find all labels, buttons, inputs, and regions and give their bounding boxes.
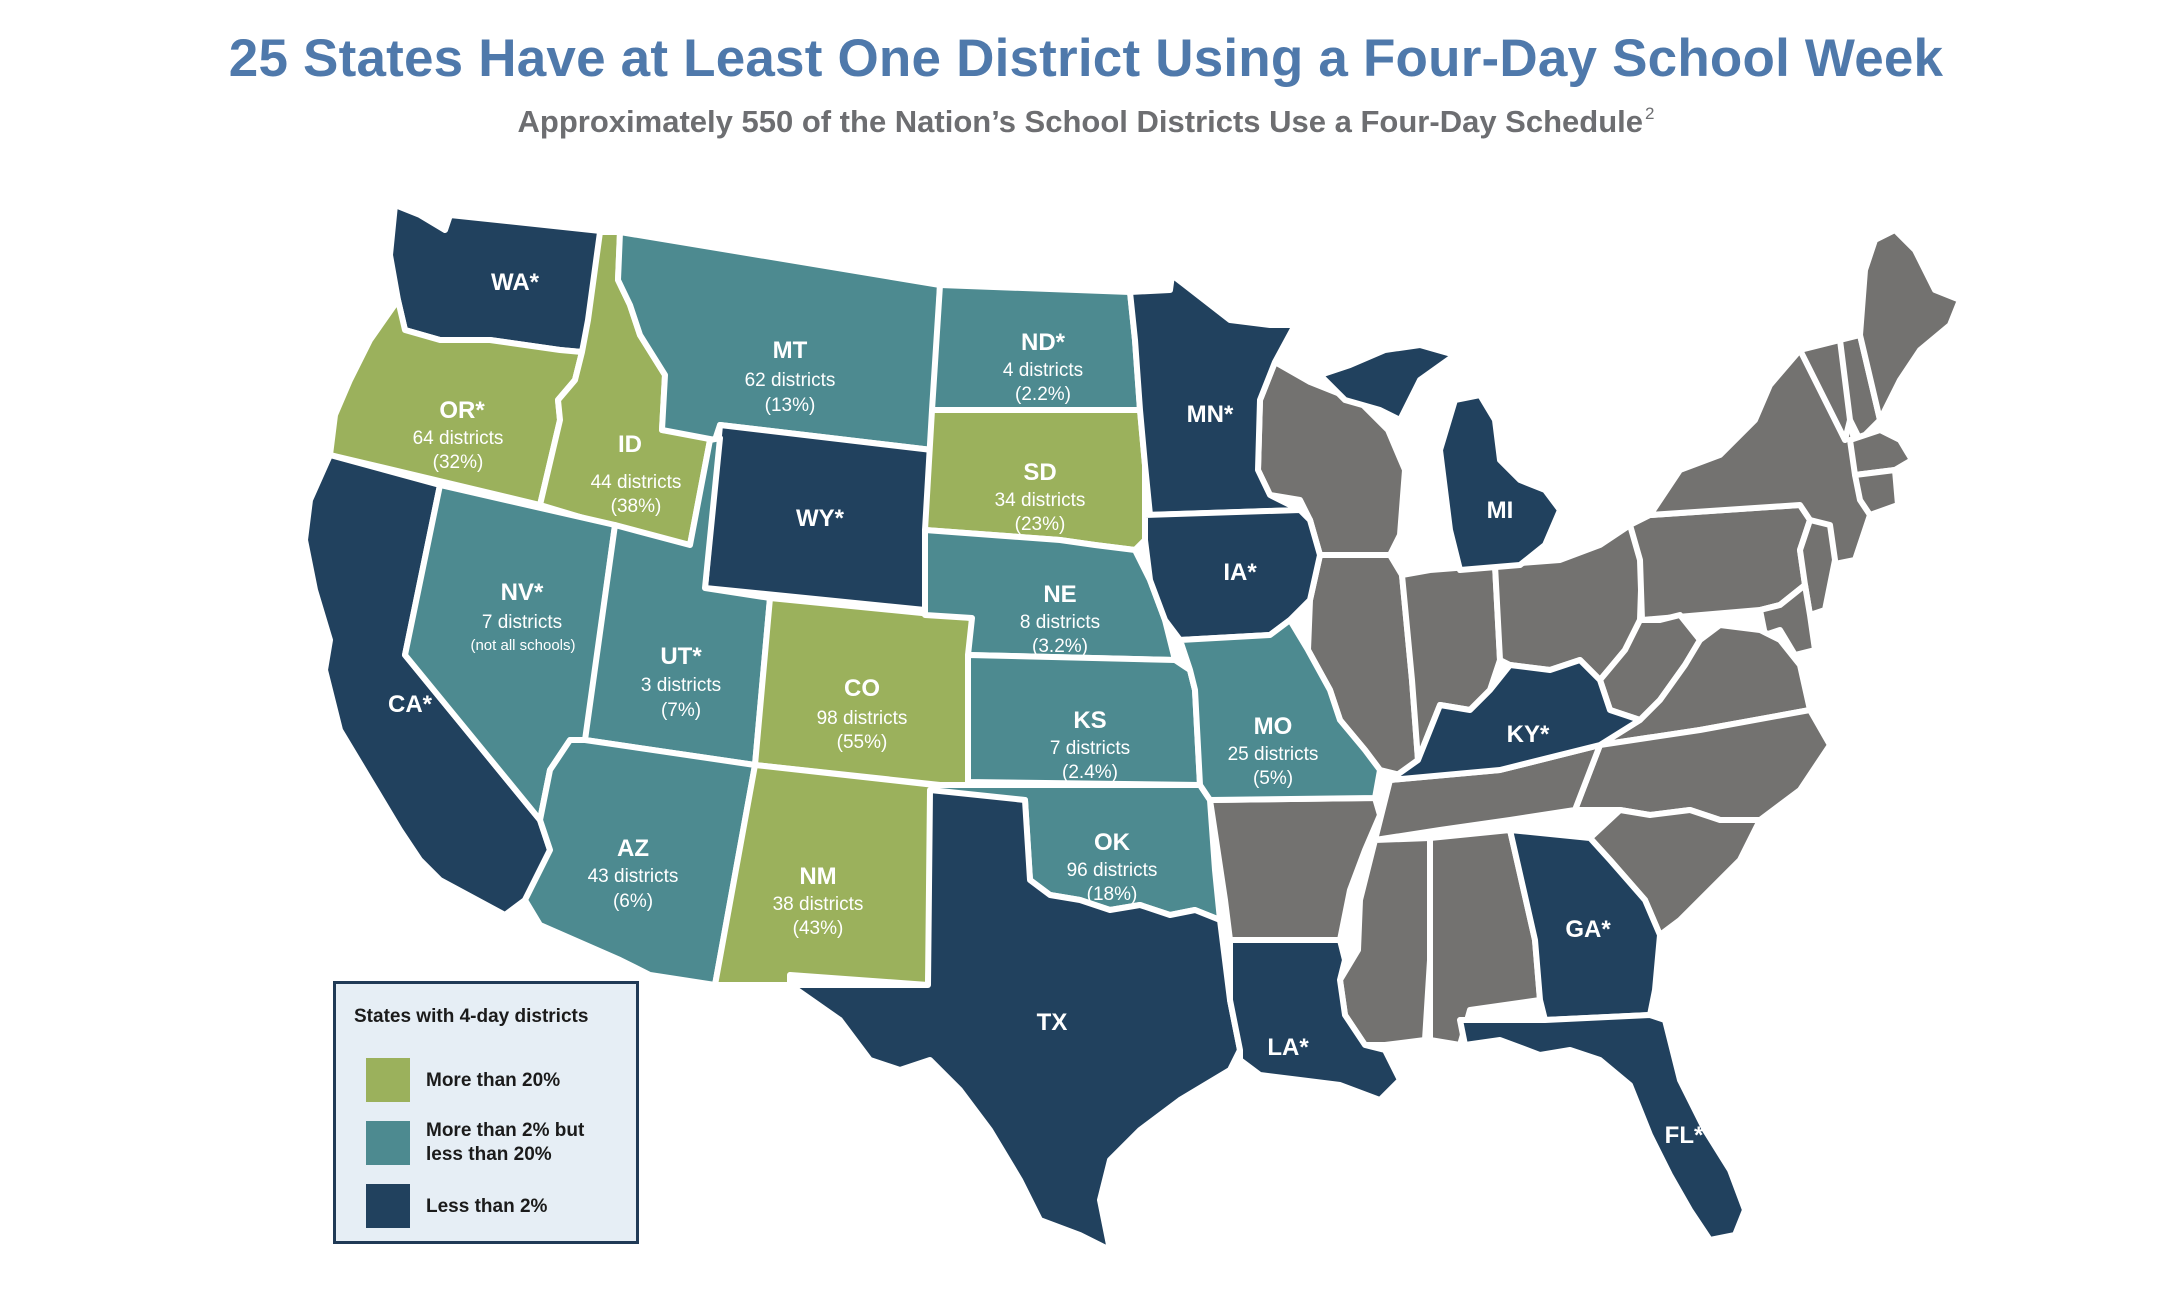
state-tx — [787, 787, 1243, 1253]
label-ok-share: (18%) — [1087, 884, 1138, 905]
legend-label-more-than-20: More than 20% — [426, 1070, 561, 1091]
label-az-districts: 43 districts — [588, 866, 679, 887]
label-sd-code: SD — [1023, 459, 1056, 486]
subtitle-footnote: 2 — [1645, 104, 1655, 123]
state-ma — [1847, 427, 1915, 478]
label-az-share: (6%) — [613, 891, 653, 912]
label-ut-share: (7%) — [661, 700, 701, 721]
label-fl-code: FL* — [1665, 1122, 1704, 1149]
label-ks-districts: 7 districts — [1050, 738, 1130, 759]
label-ut-districts: 3 districts — [641, 675, 721, 696]
label-nv-districts: 7 districts — [482, 612, 562, 633]
label-id-share: (38%) — [611, 496, 662, 517]
label-ok-districts: 96 districts — [1067, 860, 1158, 881]
label-nm-districts: 38 districts — [773, 894, 864, 915]
state-nh — [1837, 332, 1883, 443]
label-ok-code: OK — [1094, 829, 1131, 856]
state-me — [1857, 227, 1963, 423]
state-mi — [1437, 392, 1563, 573]
label-az-code: AZ — [617, 835, 649, 862]
label-ca-code: CA* — [388, 691, 433, 718]
label-or-districts: 64 districts — [413, 428, 504, 449]
state-fl — [1457, 1012, 1748, 1243]
label-or-code: OR* — [439, 397, 485, 424]
label-sd-share: (23%) — [1015, 514, 1066, 535]
label-nd-districts: 4 districts — [1003, 360, 1083, 381]
label-la-code: LA* — [1267, 1034, 1309, 1061]
label-nv-code: NV* — [501, 579, 544, 606]
states-with-four-day-districts — [302, 202, 1748, 1253]
state-mi-upper — [1317, 342, 1458, 423]
label-mt-share: (13%) — [765, 395, 816, 416]
subtitle-text: Approximately 550 of the Nation’s School… — [517, 104, 1643, 139]
label-ia-code: IA* — [1223, 559, 1257, 586]
legend: States with 4-day districts More than 20… — [333, 981, 639, 1244]
legend-swatch-less-than-2 — [366, 1184, 410, 1228]
label-nd-share: (2.2%) — [1015, 384, 1071, 405]
state-mo — [1177, 617, 1383, 803]
label-wa-code: WA* — [491, 269, 540, 296]
label-nm-code: NM — [799, 863, 836, 890]
state-ky — [1387, 657, 1643, 783]
label-ks-code: KS — [1073, 707, 1106, 734]
label-co-share: (55%) — [837, 732, 888, 753]
state-ga — [1507, 827, 1663, 1023]
legend-swatch-between-2-and-20 — [366, 1121, 410, 1165]
label-mo-share: (5%) — [1253, 768, 1293, 789]
label-ne-share: (3.2%) — [1032, 636, 1088, 657]
label-sd-districts: 34 districts — [995, 490, 1086, 511]
label-mo-code: MO — [1254, 713, 1293, 740]
label-or-share: (32%) — [433, 452, 484, 473]
state-la — [1227, 937, 1403, 1103]
label-wy-code: WY* — [796, 505, 845, 532]
label-id-districts: 44 districts — [591, 472, 682, 493]
legend-title: States with 4-day districts — [354, 1006, 589, 1027]
label-co-code: CO — [844, 675, 880, 702]
label-co-districts: 98 districts — [817, 708, 908, 729]
state-mn — [1127, 272, 1303, 518]
label-mt-code: MT — [773, 337, 808, 364]
label-mn-code: MN* — [1187, 401, 1234, 428]
label-ne-code: NE — [1043, 581, 1076, 608]
state-labels: WA* OR* 64 districts (32%) ID 44 distric… — [388, 269, 1704, 1149]
label-ne-districts: 8 districts — [1020, 612, 1100, 633]
label-ga-code: GA* — [1565, 916, 1611, 943]
map-subtitle: Approximately 550 of the Nation’s School… — [0, 104, 2172, 140]
legend-label-less-than-2: Less than 2% — [426, 1196, 548, 1217]
label-mi-code: MI — [1487, 497, 1514, 524]
label-ks-share: (2.4%) — [1062, 762, 1118, 783]
label-id-code: ID — [618, 431, 642, 458]
label-ut-code: UT* — [660, 643, 702, 670]
label-mo-districts: 25 districts — [1228, 744, 1319, 765]
label-tx-code: TX — [1037, 1009, 1068, 1036]
label-mt-districts: 62 districts — [745, 370, 836, 391]
label-nm-share: (43%) — [793, 918, 844, 939]
map-title: 25 States Have at Least One District Usi… — [228, 29, 1944, 88]
label-nd-code: ND* — [1021, 329, 1066, 356]
label-ky-code: KY* — [1507, 721, 1550, 748]
label-nv-share: (not all schools) — [470, 637, 575, 654]
legend-swatch-more-than-20 — [366, 1058, 410, 1102]
state-ar — [1207, 795, 1383, 943]
legend-label-between-2-and-20: More than 2% but less than 20% — [426, 1120, 585, 1165]
state-ct-ri — [1852, 467, 1901, 518]
